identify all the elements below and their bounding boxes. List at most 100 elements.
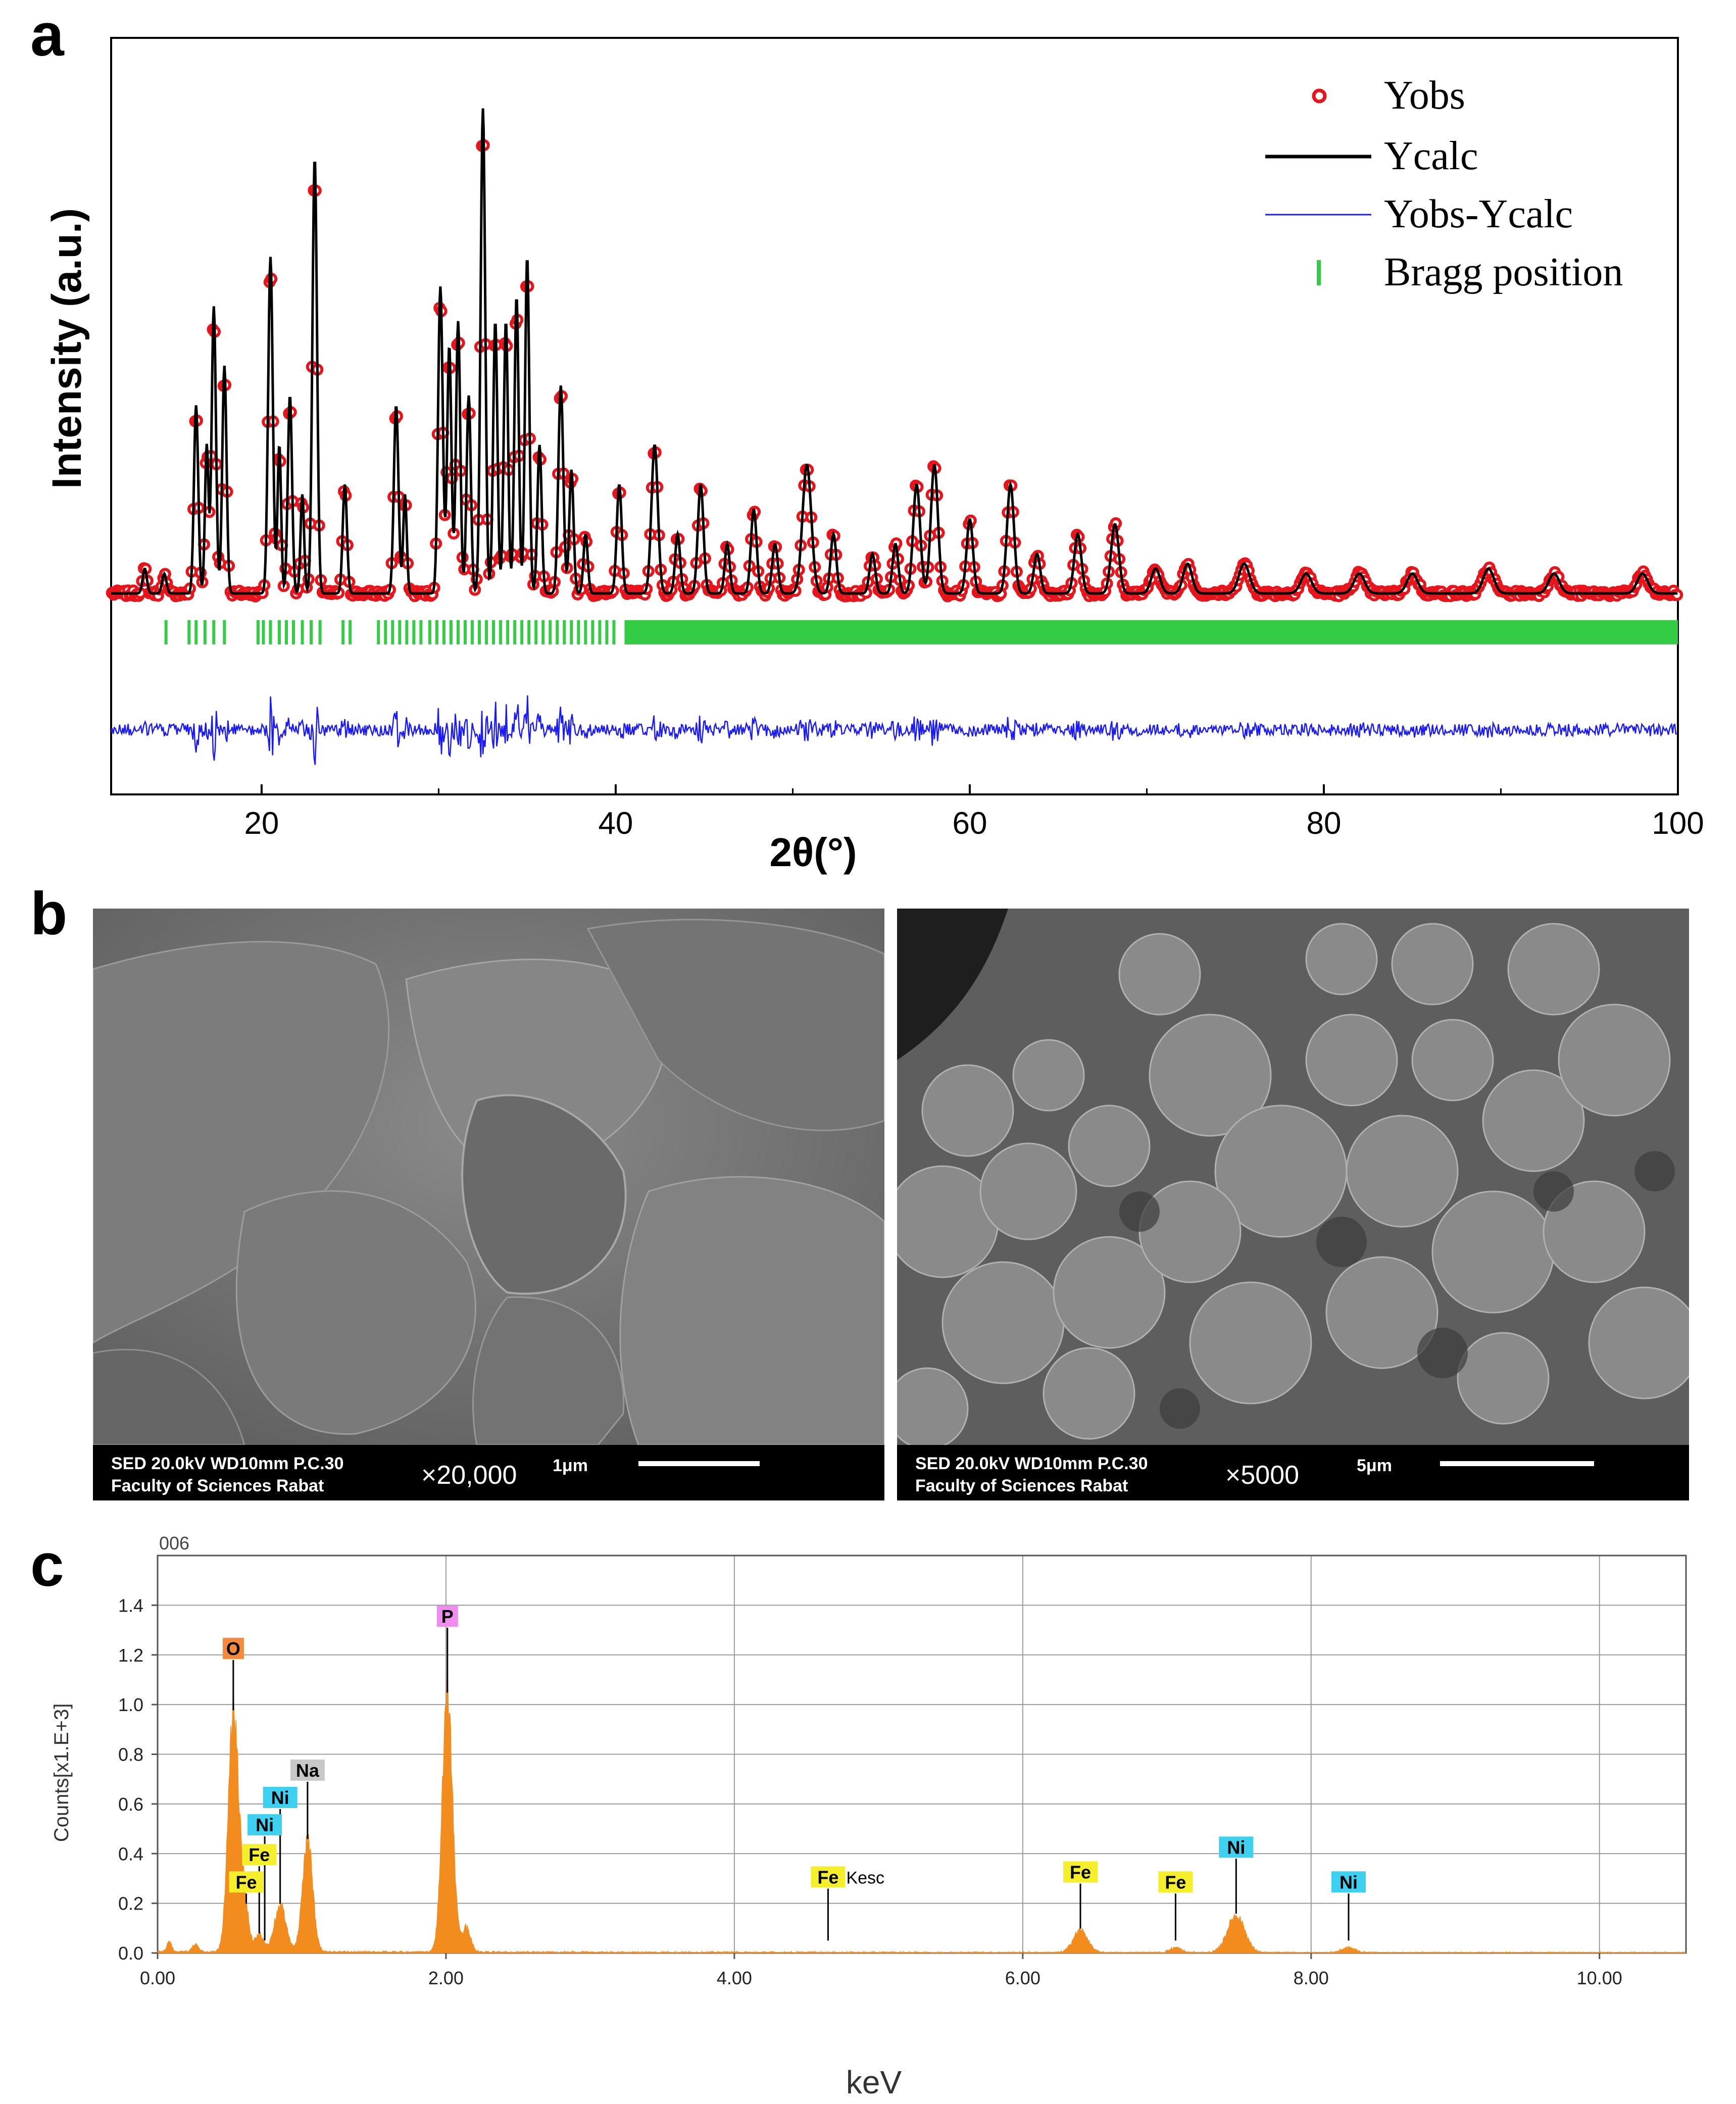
x-tick-label: 10.00 [1577,1968,1622,1988]
annotation-label-bg [811,1866,846,1888]
bragg-tick [285,620,288,644]
sem-magnification: ×5000 [1225,1461,1300,1490]
annotation-label: Fe [1165,1872,1186,1892]
annotation-label: Ni [1227,1837,1245,1858]
sem-info-line2: Faculty of Sciences Rabat [111,1476,324,1495]
bragg-tick [549,620,552,644]
sem-info-line1: SED 20.0kV WD10mm P.C.30 [111,1454,344,1473]
bragg-tick [563,620,566,644]
annotation-label: Fe [249,1844,270,1865]
x-tick-label: 100 [1652,806,1704,841]
sem-info-line1: SED 20.0kV WD10mm P.C.30 [915,1454,1148,1473]
sem-image-right [897,909,1689,1445]
bragg-tick [318,620,322,644]
sem-panel-b-left: SED 20.0kV WD10mm P.C.30 Faculty of Scie… [93,909,884,1500]
annotation-label: Fe [236,1872,257,1892]
annotation-label-bg [229,1871,264,1893]
bragg-tick [506,620,510,644]
x-tick-label: 8.00 [1294,1968,1329,1988]
bragg-tick [442,620,445,644]
x-tick-label: 80 [1306,806,1341,841]
plot-frame [110,37,1679,795]
bragg-tick [584,620,587,644]
sem-scale-label: 1μm [553,1456,588,1475]
bragg-tick [471,620,474,644]
bragg-tick [577,620,580,644]
x-axis-label: keV [846,2064,902,2100]
bragg-tick [541,620,545,644]
bragg-tick [292,620,295,644]
bragg-tick [203,620,207,644]
bragg-positions [164,620,1678,644]
bragg-tick [456,620,460,644]
annotation-label-bg [247,1814,282,1836]
annotation-label: Ni [271,1787,289,1808]
element-annotations: O P Na Ni Ni Fe Fe Fe Kesc Fe Fe Ni Ni [222,1605,1366,1941]
grid [158,1556,1686,1953]
y-axis-label: Intensity (a.u.) [44,208,90,489]
bragg-tick [384,620,387,644]
bragg-tick [570,620,573,644]
sem-panel-b-right: SED 20.0kV WD10mm P.C.30 Faculty of Scie… [897,909,1689,1500]
x-tick-label: 4.00 [717,1968,752,1988]
bragg-tick [612,620,616,644]
eds-spectrum-chart: 006 0.0 0.2 0.4 0.6 0.8 1.0 1.2 1.4 0.00 2.00 4.00 6… [51,1533,1687,2100]
annotation-label: Fe [1070,1862,1091,1883]
annotation-label-bg [263,1787,297,1809]
annotation-label-bg [290,1759,325,1781]
sem-image-left [93,909,884,1445]
annotation-label-bg [1063,1861,1098,1883]
annotation-label: P [441,1606,454,1627]
y-tick-label: 0.6 [118,1794,143,1815]
x-tick-label: 6.00 [1005,1968,1040,1988]
bragg-tick [485,620,488,644]
annotation-label: O [226,1638,240,1659]
bragg-tick [310,620,313,644]
annotation-label: Ni [1340,1872,1358,1892]
annotation-suffix: Kesc [846,1868,884,1887]
bragg-tick [527,620,531,644]
bragg-tick [513,620,517,644]
y-tick-label: 1.2 [118,1645,143,1666]
y-tick-label: 0.0 [118,1943,143,1964]
y-tick-label: 0.4 [118,1843,143,1864]
x-tick-label: 2.00 [428,1968,464,1988]
legend: Yobs Ycalc Yobs-Ycalc Bragg position [1265,73,1623,294]
sem-info-line2: Faculty of Sciences Rabat [915,1476,1128,1495]
ycalc-line [111,108,1678,595]
annotation-label-bg [242,1844,277,1866]
yobs-point [1671,588,1683,601]
sem-info-bar: SED 20.0kV WD10mm P.C.30 Faculty of Scie… [93,1445,884,1500]
bragg-tick [520,620,524,644]
bragg-tick [412,620,416,644]
annotation-label-bg [1331,1871,1366,1893]
y-axis-label: Counts[x1.E+3] [51,1704,73,1842]
annotation-label: Fe [817,1867,838,1887]
spectrum-area [157,1676,1686,1955]
sem-scale-bar [638,1461,760,1466]
bragg-tick [262,620,265,644]
xrd-refinement-chart: 20 40 60 80 100 2θ(°) Intensity (a.u.) Yobs Ycal… [44,37,1704,875]
x-tick-label: 0.00 [140,1968,175,1988]
y-tick-label: 0.2 [118,1893,143,1914]
bragg-tick [349,620,352,644]
legend-diff-label: Yobs-Ycalc [1384,192,1573,236]
bragg-tick [435,620,438,644]
legend-bragg-marker [1317,260,1321,285]
bragg-tick [194,620,198,644]
bragg-tick [478,620,481,644]
bragg-tick [492,620,495,644]
bragg-tick [398,620,402,644]
sem-magnification: ×20,000 [421,1461,517,1490]
bragg-tick [164,620,168,644]
bragg-tick [598,620,602,644]
annotation-label-bg [1158,1871,1193,1893]
y-tick-label: 1.4 [118,1595,143,1616]
bragg-tick [534,620,538,644]
y-tick-label: 1.0 [118,1694,143,1715]
x-axis-label: 2θ(°) [769,830,857,875]
x-tick-label: 60 [952,806,987,841]
bragg-tick [391,620,394,644]
bragg-tick [449,620,453,644]
bragg-tick [277,620,281,644]
